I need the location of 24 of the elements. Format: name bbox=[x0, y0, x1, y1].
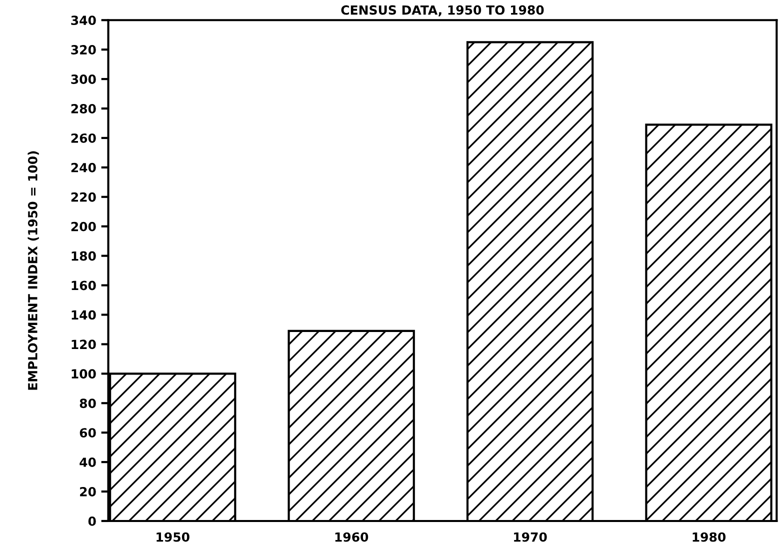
y-tick-label: 140 bbox=[72, 310, 96, 320]
x-tick-label: 1960 bbox=[335, 532, 368, 542]
y-tick-label: 80 bbox=[80, 398, 96, 408]
x-tick-label: 1980 bbox=[692, 532, 726, 542]
chart-title: CENSUS DATA, 1950 TO 1980 bbox=[341, 5, 544, 16]
y-axis-title: EMPLOYMENT INDEX (1950 = 100) bbox=[28, 151, 39, 390]
y-tick-label: 320 bbox=[71, 45, 96, 55]
y-tick-label: 180 bbox=[72, 251, 96, 261]
y-tick-label: 100 bbox=[72, 369, 96, 379]
y-tick-label: 220 bbox=[71, 192, 96, 202]
y-tick-label: 160 bbox=[72, 280, 96, 290]
y-tick-label: 260 bbox=[71, 133, 96, 143]
y-tick-label: 0 bbox=[88, 516, 96, 526]
y-tick-label: 60 bbox=[80, 428, 96, 438]
y-tick-label: 240 bbox=[71, 162, 96, 172]
y-tick-label: 120 bbox=[72, 340, 96, 350]
y-tick-label: 20 bbox=[80, 486, 96, 496]
x-tick-label: 1950 bbox=[156, 532, 190, 542]
y-tick-label: 200 bbox=[71, 222, 96, 232]
y-tick-label: 40 bbox=[80, 458, 96, 467]
y-tick-label: 280 bbox=[71, 104, 96, 114]
y-tick-label: 300 bbox=[71, 74, 96, 84]
y-tick-label: 340 bbox=[71, 16, 96, 26]
x-tick-label: 1970 bbox=[514, 532, 547, 542]
